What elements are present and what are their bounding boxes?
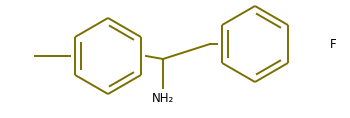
Text: F: F [330, 38, 337, 51]
Text: NH₂: NH₂ [152, 92, 174, 105]
